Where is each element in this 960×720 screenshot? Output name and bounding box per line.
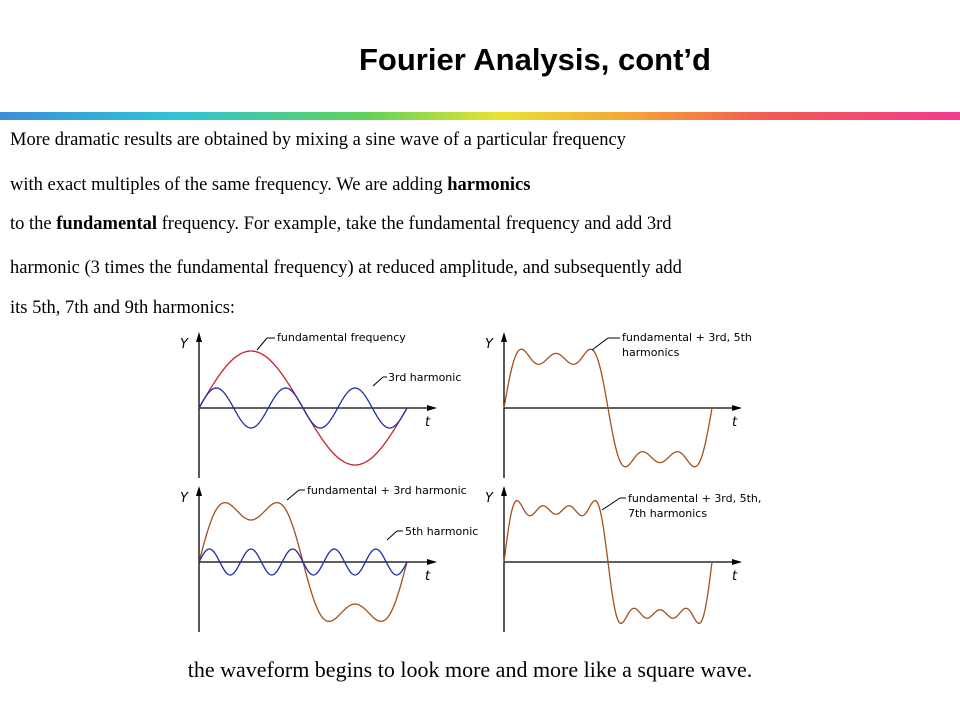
- term-harmonics: harmonics: [447, 175, 531, 195]
- paragraph-line-3-pre: to the: [10, 214, 57, 234]
- y-axis-label: Y: [485, 337, 494, 352]
- y-axis-label: Y: [180, 337, 189, 352]
- label-line-1: fundamental + 3rd, 5th,: [628, 492, 761, 505]
- y-axis-arrow: [196, 486, 202, 496]
- page-title: Fourier Analysis, cont’d: [359, 42, 711, 77]
- sum-wave: [503, 499, 713, 625]
- x-axis-label: t: [732, 569, 738, 584]
- x-axis-arrow: [427, 405, 437, 411]
- sum-wave: [503, 348, 713, 468]
- x-axis-arrow: [732, 559, 742, 565]
- graph-fundamental-3rd-5th-7th: Y t fundamental + 3rd, 5th, 7th harmonic…: [480, 482, 780, 637]
- leader-line-a: [256, 337, 268, 351]
- y-axis-label: Y: [485, 491, 494, 506]
- paragraph-line-4: harmonic (3 times the fundamental freque…: [10, 258, 682, 278]
- graph-fundamental-and-3rd: Y t fundamental frequency 3rd harmonic: [175, 328, 461, 483]
- x-axis-label: t: [425, 569, 431, 584]
- label-sum: fundamental + 3rd harmonic: [307, 484, 467, 497]
- x-axis-label: t: [425, 415, 431, 430]
- leader-line-b: [386, 530, 398, 541]
- graph-sum-and-5th: Y t fundamental + 3rd harmonic 5th harmo…: [175, 482, 478, 637]
- label-line-2: harmonics: [622, 346, 680, 359]
- term-fundamental: fundamental: [56, 214, 157, 234]
- leader-line-a: [286, 489, 300, 501]
- title-area: Fourier Analysis, cont’d: [0, 0, 960, 100]
- paragraph-line-3-post: frequency. For example, take the fundame…: [157, 214, 672, 234]
- paragraph-line-2-text: with exact multiples of the same frequen…: [10, 175, 448, 195]
- leader-line-b: [372, 376, 384, 387]
- graph-fundamental-3rd-5th: Y t fundamental + 3rd, 5th harmonics: [480, 328, 760, 483]
- label-fundamental-frequency: fundamental frequency: [277, 331, 406, 344]
- y-axis-arrow: [196, 332, 202, 342]
- label-line-1: fundamental + 3rd, 5th: [622, 331, 752, 344]
- caption: the waveform begins to look more and mor…: [187, 657, 753, 682]
- x-axis-arrow: [732, 405, 742, 411]
- label-line-2: 7th harmonics: [628, 507, 707, 520]
- paragraph-line-3: to the fundamental frequency. For exampl…: [10, 214, 672, 235]
- y-axis-arrow: [501, 486, 507, 496]
- paragraph-line-1: More dramatic results are obtained by mi…: [10, 130, 626, 150]
- label-3rd-harmonic: 3rd harmonic: [388, 371, 461, 384]
- paragraph-line-2: with exact multiples of the same frequen…: [10, 175, 530, 196]
- gradient-divider: [0, 112, 960, 120]
- label-5th-harmonic: 5th harmonic: [405, 525, 478, 538]
- leader-line-a: [601, 497, 621, 511]
- x-axis-label: t: [732, 415, 738, 430]
- fifth-harmonic-wave: [198, 548, 408, 576]
- leader-line-a: [591, 337, 609, 351]
- paragraph-line-5: its 5th, 7th and 9th harmonics:: [10, 298, 236, 318]
- y-axis-label: Y: [180, 491, 189, 506]
- third-harmonic-wave: [198, 387, 408, 429]
- x-axis-arrow: [427, 559, 437, 565]
- y-axis-arrow: [501, 332, 507, 342]
